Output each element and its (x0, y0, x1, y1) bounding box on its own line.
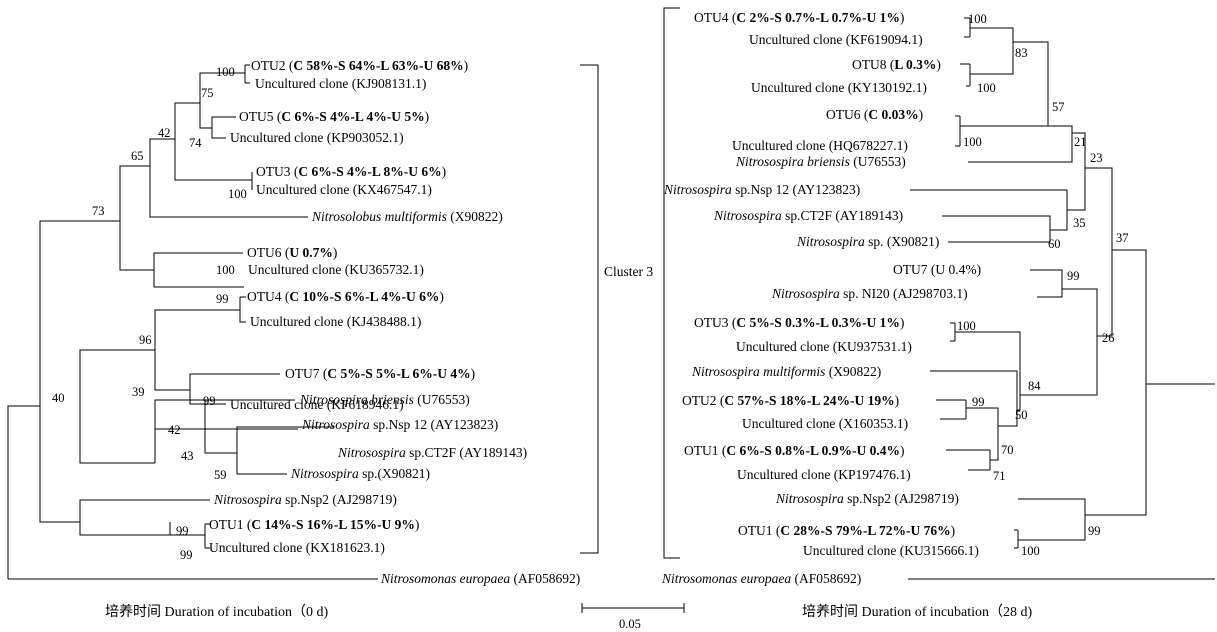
left-tree-bootstrap-value: 40 (52, 391, 65, 405)
right-tree-bootstrap-value: 26 (1102, 331, 1115, 345)
left-tree-leaf-label: Nitrosospira briensis (U76553) (299, 392, 470, 407)
right-tree-leaf-label: Nitrosomonas europaea (AF058692) (661, 571, 861, 586)
left-tree-leaf-label: Nitrosolobus multiformis (X90822) (311, 209, 503, 224)
left-tree-leaf-label: Uncultured clone (KJ908131.1) (255, 76, 426, 91)
right-tree-bootstrap-value: 100 (1021, 544, 1040, 558)
right-tree-leaf-label: OTU2 (C 57%-S 18%-L 24%-U 19%) (682, 393, 899, 408)
left-tree-bootstrap-value: 59 (214, 468, 227, 482)
right-tree-leaf-label: Uncultured clone (HQ678227.1) (732, 138, 908, 153)
right-tree-bootstrap-value: 100 (963, 135, 982, 149)
left-tree-leaf-label: OTU6 (U 0.7%) (247, 245, 337, 260)
right-tree-leaf-label: Nitrosospira sp. (X90821) (796, 234, 939, 249)
right-tree-bootstrap-value: 70 (1001, 443, 1014, 457)
right-tree-bootstrap-value: 100 (957, 319, 976, 333)
left-tree-bootstrap-value: 42 (168, 423, 181, 437)
left-tree-leaf-label: Uncultured clone (KF618946.1) (230, 397, 404, 412)
left-tree-leaf-label: Uncultured clone (KX467547.1) (256, 182, 432, 197)
right-tree-leaf-label: OTU3 (C 5%-S 0.3%-L 0.3%-U 1%) (694, 315, 904, 330)
left-tree-bootstrap-value: 100 (216, 65, 235, 79)
right-tree-leaf-label: Nitrosospira multiformis (X90822) (691, 364, 881, 379)
left-tree-bootstrap-value: 42 (158, 126, 171, 140)
right-tree-leaf-label: Uncultured clone (KY130192.1) (751, 80, 927, 95)
right-tree-leaf-label: Nitrosospira sp.Nsp2 (AJ298719) (775, 491, 959, 506)
left-tree-bootstrap-value: 65 (131, 149, 144, 163)
left-tree-leaf-label: Uncultured clone (KP903052.1) (230, 130, 404, 145)
left-tree-leaf-label: OTU7 (C 5%-S 5%-L 6%-U 4%) (285, 366, 475, 381)
scale-bar: 0.05 (581, 603, 685, 631)
left-tree-bootstrap-value: 75 (201, 86, 214, 100)
left-tree-bootstrap-value: 100 (228, 187, 247, 201)
right-tree-leaf-label: Uncultured clone (KU315666.1) (803, 543, 979, 558)
right-tree-bootstrap-value: 83 (1015, 46, 1028, 60)
left-tree-leaf-label: Nitrosospira sp.(X90821) (290, 466, 430, 481)
right-tree-leaf-label: OTU8 (L 0.3%) (852, 57, 941, 72)
right-tree-bootstrap-value: 99 (1067, 269, 1080, 283)
left-tree-leaf-label: Nitrosomonas europaea (AF058692) (380, 571, 580, 586)
cluster-label: Cluster 3 (604, 264, 653, 279)
right-tree-bootstrap-value: 99 (1088, 524, 1101, 538)
left-tree-bootstrap-value: 39 (132, 385, 145, 399)
right-tree-leaf-label: Nitrosospira sp. NI20 (AJ298703.1) (771, 286, 968, 301)
right-tree-leaf-label: Uncultured clone (X160353.1) (742, 416, 908, 431)
left-tree-bootstrap-value: 99 (216, 292, 229, 306)
right-tree-labels: OTU4 (C 2%-S 0.7%-L 0.7%-U 1%) Uncultured… (661, 10, 981, 586)
right-tree-leaf-label: Nitrosospira briensis (U76553) (735, 154, 906, 169)
right-tree-leaf-label: OTU1 (C 6%-S 0.8%-L 0.9%-U 0.4%) (684, 443, 905, 458)
left-tree-branches (7, 64, 378, 580)
left-tree-leaf-label: OTU3 (C 6%-S 4%-L 8%-U 6%) (256, 164, 446, 179)
left-tree-bootstrap-value: 96 (139, 333, 152, 347)
right-tree-bootstrap-value: 100 (977, 81, 996, 95)
right-tree-leaf-label: OTU6 (C 0.03%) (826, 107, 923, 122)
right-tree-bootstrap-value: 50 (1015, 408, 1028, 422)
left-tree-bootstrap-value: 99 (203, 394, 216, 408)
left-tree-bootstrap-value: 73 (92, 204, 105, 218)
left-tree-leaf-label: Uncultured clone (KJ438488.1) (250, 314, 421, 329)
left-tree-caption: 培养时间 Duration of incubation（0 d) (105, 604, 329, 620)
left-tree-leaf-label: Nitrosospira sp.Nsp 12 (AY123823) (301, 417, 498, 432)
left-tree-leaf-label: OTU5 (C 6%-S 4%-L 4%-U 5%) (239, 109, 429, 124)
right-tree-caption: 培养时间 Duration of incubation（28 d) (802, 604, 1033, 620)
left-tree-bootstrap-value: 99 (180, 548, 193, 562)
right-tree-leaf-label: Uncultured clone (KP197476.1) (737, 467, 911, 482)
left-tree-leaf-label: OTU4 (C 10%-S 6%-L 4%-U 6%) (247, 289, 444, 304)
left-tree-bootstrap-value: 74 (189, 136, 202, 150)
left-tree-leaf-label: Uncultured clone (KX181623.1) (209, 540, 385, 555)
left-tree-leaf-label: Uncultured clone (KU365732.1) (248, 262, 424, 277)
left-tree-bootstrap-value: 100 (216, 263, 235, 277)
right-tree-leaf-label: OTU7 (U 0.4%) (893, 262, 981, 277)
scale-bar-label: 0.05 (619, 617, 641, 631)
left-tree-leaf-label: OTU2 (C 58%-S 64%-L 63%-U 68%) (251, 58, 468, 73)
right-tree-bootstrap-value: 84 (1028, 379, 1041, 393)
right-tree-bootstrap-value: 71 (993, 469, 1006, 483)
right-tree-leaf-label: OTU4 (C 2%-S 0.7%-L 0.7%-U 1%) (694, 10, 904, 25)
right-tree-bootstrap-value: 60 (1048, 237, 1061, 251)
left-tree-bootstrap-value: 99 (176, 524, 189, 538)
left-tree-bootstrap-value: 43 (181, 449, 194, 463)
right-tree-bootstrap-value: 37 (1116, 231, 1129, 245)
right-tree-bootstrap-value: 99 (972, 395, 985, 409)
cluster-bracket (580, 7, 680, 559)
right-tree-leaf-label: Uncultured clone (KU937531.1) (736, 339, 912, 354)
right-tree-leaf-label: Nitrosospira sp.CT2F (AY189143) (713, 208, 903, 223)
right-tree-bootstrap-value: 57 (1052, 100, 1065, 114)
right-tree-bootstrap-value: 21 (1074, 135, 1087, 149)
left-tree-leaf-label: Nitrosospira sp.CT2F (AY189143) (337, 445, 527, 460)
left-tree-leaf-label: OTU1 (C 14%-S 16%-L 15%-U 9%) (209, 517, 419, 532)
right-tree-leaf-label: OTU1 (C 28%-S 79%-L 72%-U 76%) (738, 523, 955, 538)
left-tree-labels: OTU2 (C 58%-S 64%-L 63%-U 68%) Uncultured… (209, 58, 580, 586)
right-tree-leaf-label: Uncultured clone (KF619094.1) (749, 32, 923, 47)
right-tree-bootstrap-value: 23 (1090, 151, 1103, 165)
right-tree-bootstrap-value: 100 (968, 12, 987, 26)
right-tree-bootstrap-value: 35 (1073, 216, 1086, 230)
left-tree-leaf-label: Nitrosospira sp.Nsp2 (AJ298719) (213, 492, 397, 507)
right-tree-leaf-label: Nitrosospira sp.Nsp 12 (AY123823) (663, 182, 860, 197)
right-tree-branches (908, 17, 1215, 580)
